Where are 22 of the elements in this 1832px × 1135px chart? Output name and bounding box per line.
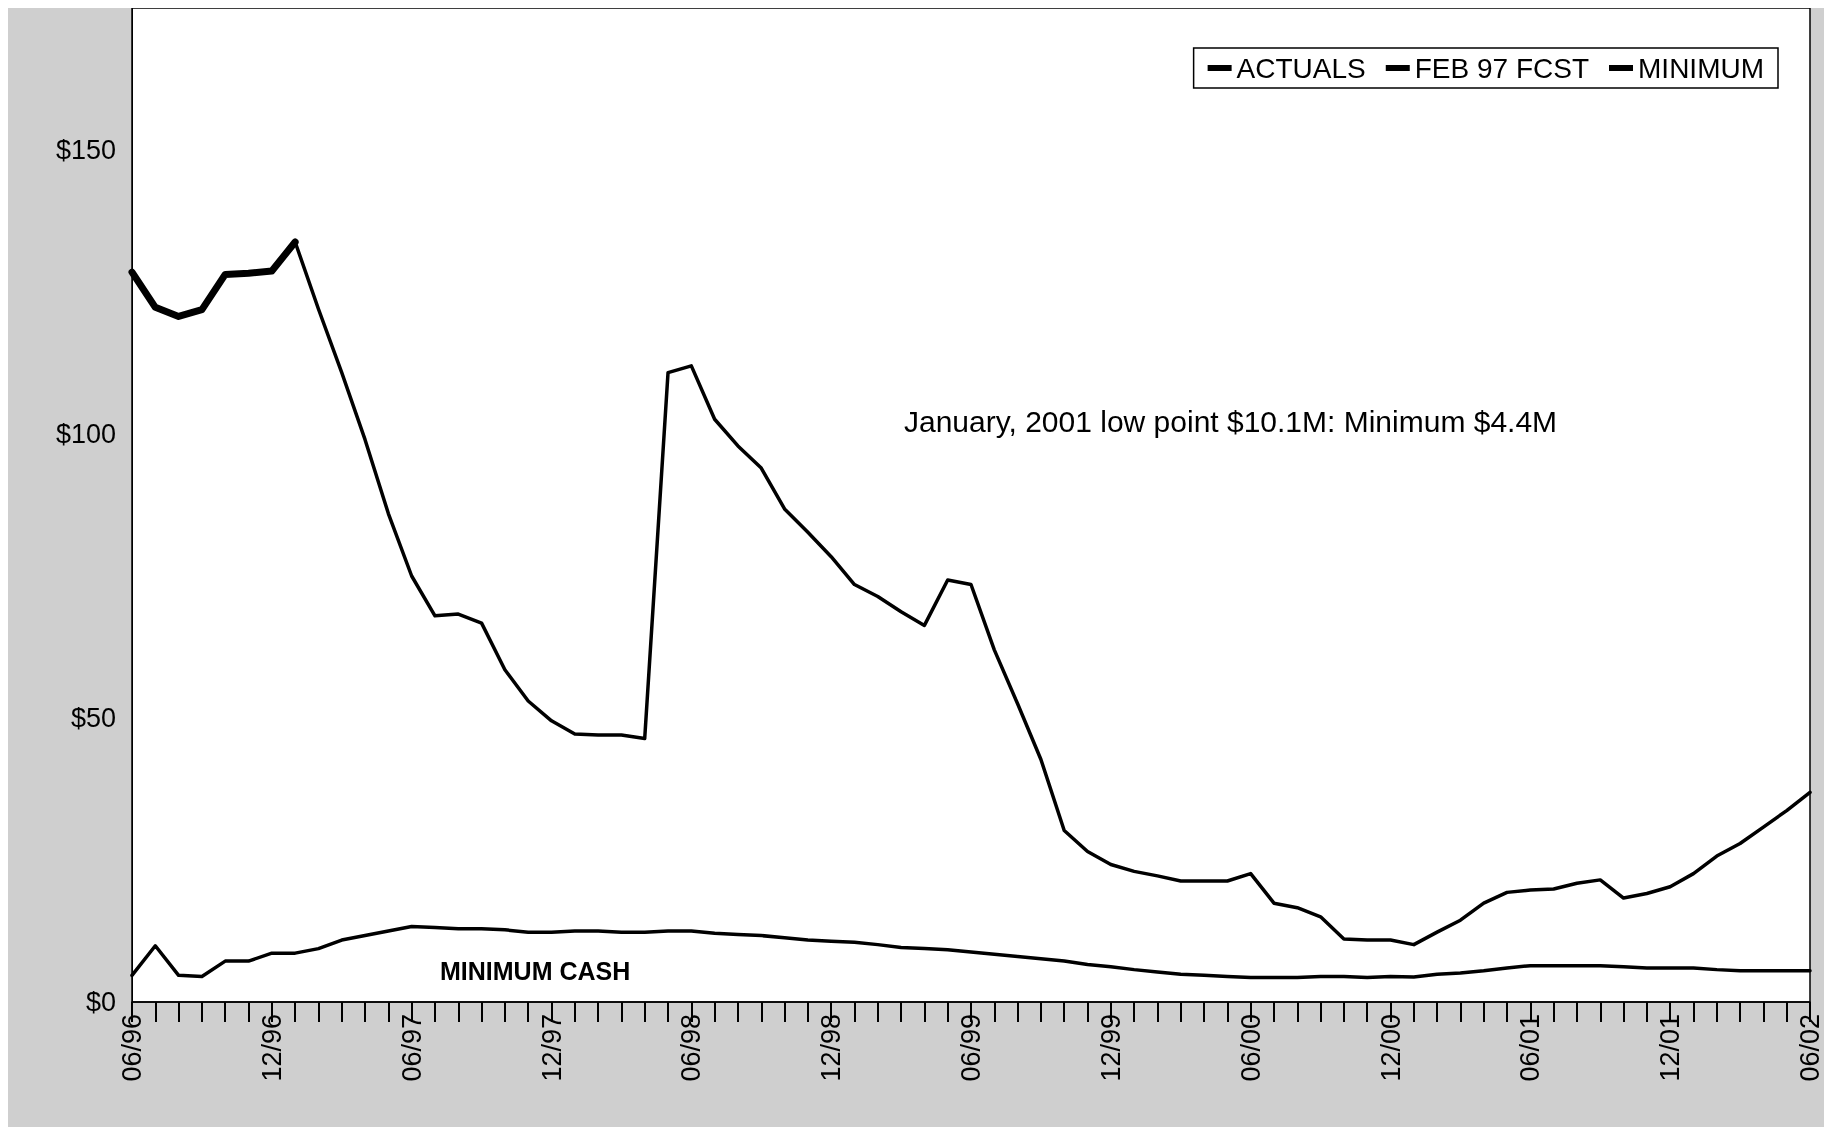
x-tick-label: 06/02 xyxy=(1795,1014,1825,1082)
annotation: January, 2001 low point $10.1M: Minimum $4.4M xyxy=(904,404,1558,438)
x-tick-label: 12/96 xyxy=(256,1014,287,1082)
x-tick-label: 06/97 xyxy=(396,1014,427,1082)
y-tick-label: $100 xyxy=(55,419,116,449)
x-tick-label: 06/00 xyxy=(1235,1014,1266,1082)
x-tick-label: 06/01 xyxy=(1515,1014,1546,1082)
x-tick-label: 06/96 xyxy=(117,1014,147,1082)
x-tick-label: 12/99 xyxy=(1095,1014,1126,1082)
x-tick-label: 12/97 xyxy=(536,1014,567,1082)
x-tick-label: 12/00 xyxy=(1375,1014,1406,1082)
legend-label: FEB 97 FCST xyxy=(1414,52,1590,84)
x-tick-label: 06/98 xyxy=(676,1014,707,1082)
legend-label: MINIMUM xyxy=(1638,52,1765,84)
legend-label: ACTUALS xyxy=(1236,52,1366,84)
x-tick-label: 12/01 xyxy=(1655,1014,1686,1082)
x-tick-label: 06/99 xyxy=(956,1014,986,1082)
annotation: MINIMUM CASH xyxy=(440,956,631,985)
y-tick-label: $50 xyxy=(70,703,116,733)
y-tick-label: $0 xyxy=(85,987,116,1017)
x-tick-label: 12/98 xyxy=(816,1014,847,1082)
y-tick-label: $150 xyxy=(55,135,116,165)
